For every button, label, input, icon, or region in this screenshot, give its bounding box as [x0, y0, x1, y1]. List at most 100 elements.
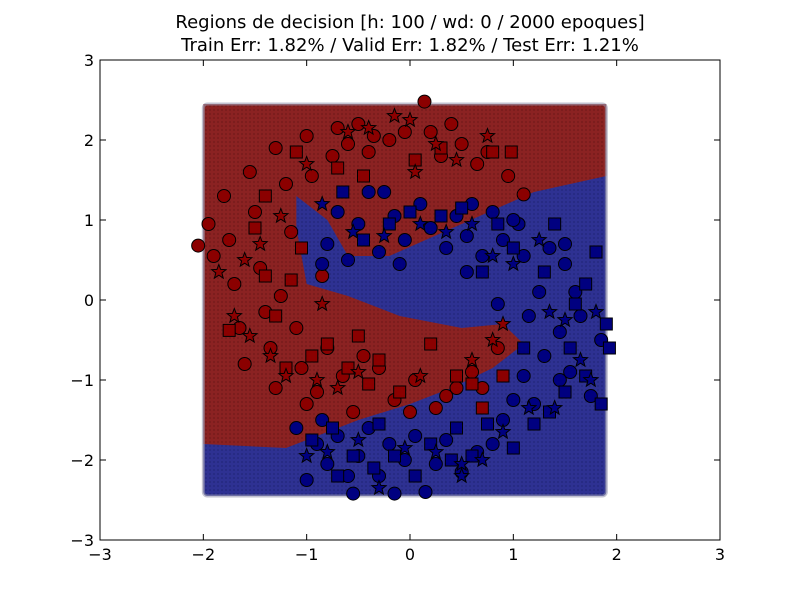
point-blue-square [331, 469, 345, 483]
point-blue-square [599, 317, 613, 331]
y-tick-label: −3 [70, 531, 94, 550]
point-blue-circle [413, 197, 428, 211]
point-red-star [236, 251, 254, 268]
point-blue-circle [418, 485, 433, 499]
chart-title-line-2: Train Err: 1.82% / Valid Err: 1.82% / Te… [181, 35, 639, 56]
point-blue-star [473, 451, 491, 468]
point-blue-square [455, 201, 469, 215]
axis-ticks: −3−3 −2 −2 −1 −1 0 0 1 1 2 2 3 3 [70, 51, 725, 564]
point-red-square [284, 273, 298, 287]
point-blue-star [546, 399, 564, 416]
point-red-square [258, 269, 272, 283]
point-blue-circle [423, 221, 438, 235]
point-blue-circle [387, 486, 402, 501]
point-blue-circle [573, 309, 588, 323]
point-red-circle [351, 117, 366, 131]
point-blue-square [537, 265, 551, 279]
point-red-square [295, 241, 308, 255]
point-blue-circle [558, 257, 572, 271]
point-blue-star [427, 443, 445, 460]
point-red-circle [191, 238, 206, 253]
point-red-star [386, 107, 403, 124]
point-red-square [351, 329, 365, 343]
point-blue-star [396, 439, 414, 456]
x-tick-label: −1 [295, 545, 319, 564]
point-blue-star [344, 223, 362, 240]
point-blue-square [403, 205, 417, 219]
point-red-square [450, 369, 463, 383]
point-red-circle [330, 121, 345, 135]
point-red-circle [310, 385, 324, 399]
point-red-star [308, 371, 326, 388]
point-blue-square [382, 217, 396, 231]
point-blue-square [450, 421, 463, 435]
point-blue-square [372, 417, 386, 431]
point-red-circle [289, 321, 304, 335]
point-red-square [341, 361, 355, 375]
decision-region [201, 102, 608, 498]
point-blue-square [558, 385, 572, 399]
point-blue-square [506, 441, 520, 455]
point-red-circle [382, 133, 397, 147]
point-blue-circle [459, 265, 474, 279]
point-red-circle [248, 205, 262, 219]
point-blue-square [602, 341, 616, 355]
point-red-circle [242, 165, 257, 179]
point-blue-square [517, 341, 531, 355]
point-blue-star [453, 455, 471, 472]
point-red-square [248, 221, 262, 235]
point-blue-square [388, 449, 401, 463]
point-blue-circle [459, 229, 474, 243]
point-blue-circle [392, 257, 407, 271]
point-blue-square [568, 297, 582, 311]
point-red-circle [501, 169, 516, 183]
point-red-circle [470, 157, 485, 171]
point-blue-circle [439, 241, 454, 255]
point-red-circle [325, 149, 340, 163]
point-red-circle [201, 217, 216, 231]
point-red-square [320, 337, 334, 351]
point-red-star [210, 263, 228, 280]
point-blue-circle [361, 185, 376, 199]
point-blue-circle [397, 233, 412, 247]
point-red-star [479, 127, 496, 144]
point-blue-circle [558, 237, 572, 251]
point-blue-circle [485, 205, 500, 219]
point-red-star [411, 367, 429, 384]
point-blue-circle [382, 437, 397, 451]
point-blue-circle [299, 473, 314, 487]
point-red-star [277, 367, 295, 384]
point-blue-square [563, 341, 577, 355]
point-red-star [329, 379, 347, 396]
point-red-circle [268, 381, 283, 395]
point-blue-circle [521, 309, 536, 323]
point-red-circle [444, 117, 459, 131]
y-tick-label: 3 [84, 51, 94, 70]
point-blue-square [594, 397, 608, 411]
chart-title-line-1: Regions de decision [h: 100 / wd: 0 / 20… [175, 12, 645, 33]
point-red-square [504, 145, 518, 159]
point-red-circle [397, 125, 412, 139]
point-blue-star [375, 227, 393, 244]
point-blue-star [313, 195, 331, 212]
point-red-star [349, 363, 367, 380]
point-blue-square [305, 433, 319, 447]
point-red-star [241, 327, 259, 344]
point-red-circle [417, 94, 432, 109]
point-blue-square [481, 417, 494, 431]
point-blue-circle [346, 486, 361, 501]
y-tick-label: 1 [84, 211, 94, 230]
point-red-circle [315, 269, 330, 283]
point-blue-star [556, 311, 574, 328]
point-blue-circle [315, 257, 330, 271]
point-red-square [424, 337, 438, 351]
point-blue-circle [475, 249, 490, 263]
point-red-square [357, 169, 370, 183]
region-border [201, 102, 608, 498]
point-red-star [494, 315, 512, 332]
point-blue-star [318, 443, 336, 460]
point-red-square [475, 401, 489, 415]
point-blue-circle [516, 249, 531, 263]
point-blue-square [326, 421, 339, 435]
